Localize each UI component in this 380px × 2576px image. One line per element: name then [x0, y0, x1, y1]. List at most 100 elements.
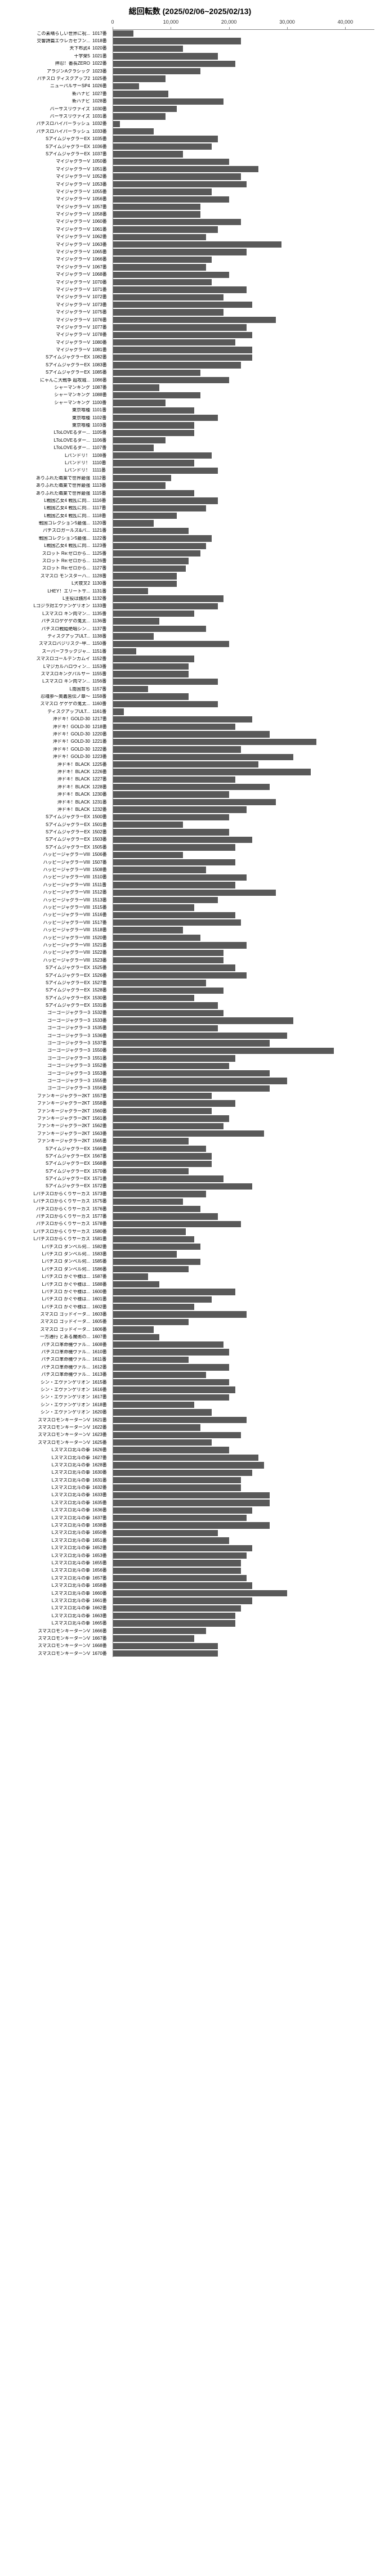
row-machine-id: 1588番: [91, 1282, 113, 1287]
bar-track: [113, 1062, 374, 1070]
row-label: Lパチスロ ダンベル何...: [6, 1252, 91, 1256]
bar-track: [113, 1326, 374, 1333]
row-machine-id: 1227番: [91, 777, 113, 782]
bar-track: [113, 1371, 374, 1379]
bar: [113, 777, 235, 783]
row-machine-id: 1567番: [91, 1154, 113, 1159]
bar-track: [113, 354, 374, 361]
bar-track: [113, 972, 374, 979]
bar-track: [113, 1047, 374, 1054]
row-label: L犬夜叉2: [6, 581, 91, 586]
row-machine-id: 1056番: [91, 197, 113, 201]
row-label: マイジャグラーV: [6, 295, 91, 299]
row-machine-id: 1112番: [91, 476, 113, 481]
row-machine-id: 1506番: [91, 852, 113, 857]
bar: [113, 249, 247, 255]
bar-track: [113, 1484, 374, 1491]
bar-track: [113, 550, 374, 557]
chart-row: SアイムジャグラーEX1083番: [6, 361, 374, 369]
bar: [113, 1289, 235, 1295]
bar: [113, 1643, 218, 1649]
bar: [113, 641, 229, 647]
bar-track: [113, 1311, 374, 1318]
row-label: スマスロバジリスク~甲...: [6, 641, 91, 646]
row-machine-id: 1520番: [91, 936, 113, 940]
row-label: SアイムジャグラーEX: [6, 145, 91, 149]
row-label: SアイムジャグラーEX: [6, 1161, 91, 1166]
bar: [113, 784, 270, 790]
bar-track: [113, 685, 374, 693]
bar: [113, 874, 247, 881]
chart-row: パチスロからくりサーカス1576番: [6, 1205, 374, 1213]
bar-track: [113, 874, 374, 881]
chart-row: Lスマスロ北斗の拳1637番: [6, 1514, 374, 1522]
row-machine-id: 1126番: [91, 559, 113, 563]
bar: [113, 1055, 235, 1061]
bar-track: [113, 1115, 374, 1122]
row-machine-id: 1036番: [91, 145, 113, 149]
row-machine-id: 1078番: [91, 333, 113, 337]
bar-track: [113, 1552, 374, 1559]
row-label: 沖ドキ！GOLD-30: [6, 747, 91, 752]
row-label: スロット Re:ゼロから...: [6, 559, 91, 563]
row-label: Lスマスロ北斗の拳: [6, 1599, 91, 1603]
row-machine-id: 1633番: [91, 1493, 113, 1497]
row-machine-id: 1586番: [91, 1267, 113, 1272]
chart-row: スマスロモンキーターンV1621番: [6, 1416, 374, 1424]
row-machine-id: 1121番: [91, 528, 113, 533]
chart-row: シン・エヴァンゲリオン1616番: [6, 1386, 374, 1393]
chart-row: スマスロモンキーターンV1623番: [6, 1431, 374, 1439]
bar: [113, 648, 136, 654]
bar-track: [113, 37, 374, 44]
row-machine-id: 1105番: [91, 430, 113, 435]
row-label: 一方通行 とある魔術の...: [6, 1335, 91, 1339]
row-machine-id: 1037番: [91, 152, 113, 156]
row-machine-id: 1511番: [91, 883, 113, 887]
chart-row: SアイムジャグラーEX1527番: [6, 979, 374, 986]
row-label: ファンキージャグラー2KT: [6, 1139, 91, 1143]
row-label: ありふれた職業で世界最強: [6, 491, 91, 496]
chart-row: ありふれた職業で世界最強1112番: [6, 474, 374, 482]
chart-row: LToLOVEるダー...1105番: [6, 429, 374, 437]
row-label: 東京喰種: [6, 408, 91, 412]
row-label: にゃんこ大戦争 超攻城...: [6, 378, 91, 383]
row-machine-id: 1653番: [91, 1554, 113, 1558]
bar-track: [113, 912, 374, 919]
bar-track: [113, 60, 374, 68]
row-label: ハッピージャグラーVIII: [6, 943, 91, 948]
row-label: ファンキージャグラー2KT: [6, 1116, 91, 1121]
row-machine-id: 1232番: [91, 807, 113, 812]
bar-track: [113, 617, 374, 625]
bar-track: [113, 1348, 374, 1356]
row-machine-id: 1137番: [91, 627, 113, 631]
row-machine-id: 1651番: [91, 1538, 113, 1543]
chart-row: SアイムジャグラーEX1500番: [6, 814, 374, 821]
bar: [113, 1213, 218, 1219]
chart-row: ハッピージャグラーVIII1515番: [6, 904, 374, 911]
bar: [113, 1357, 189, 1363]
chart-row: マイジャグラーV1052番: [6, 173, 374, 180]
bar: [113, 1650, 218, 1657]
row-label: 東京喰種: [6, 423, 91, 428]
bar-track: [113, 730, 374, 738]
bar-track: [113, 776, 374, 783]
bar: [113, 626, 206, 632]
row-machine-id: 1118番: [91, 514, 113, 518]
bar-track: [113, 889, 374, 896]
bar-track: [113, 1545, 374, 1552]
row-label: 沖ドキ！BLACK: [6, 800, 91, 805]
row-machine-id: 1627番: [91, 1456, 113, 1460]
row-machine-id: 1630番: [91, 1470, 113, 1475]
bar-track: [113, 324, 374, 331]
bar: [113, 1417, 247, 1423]
chart-row: マイジャグラーV1070番: [6, 279, 374, 286]
bar: [113, 1033, 287, 1039]
bar: [113, 181, 247, 187]
bar: [113, 1439, 212, 1446]
row-machine-id: 1532番: [91, 1011, 113, 1015]
row-machine-id: 1501番: [91, 823, 113, 827]
chart-row: ハッピージャグラーVIII1507番: [6, 859, 374, 866]
row-machine-id: 1551番: [91, 1056, 113, 1061]
row-label: シン・エヴァンゲリオン: [6, 1410, 91, 1415]
chart-row: 沖ドキ！BLACK1232番: [6, 806, 374, 813]
